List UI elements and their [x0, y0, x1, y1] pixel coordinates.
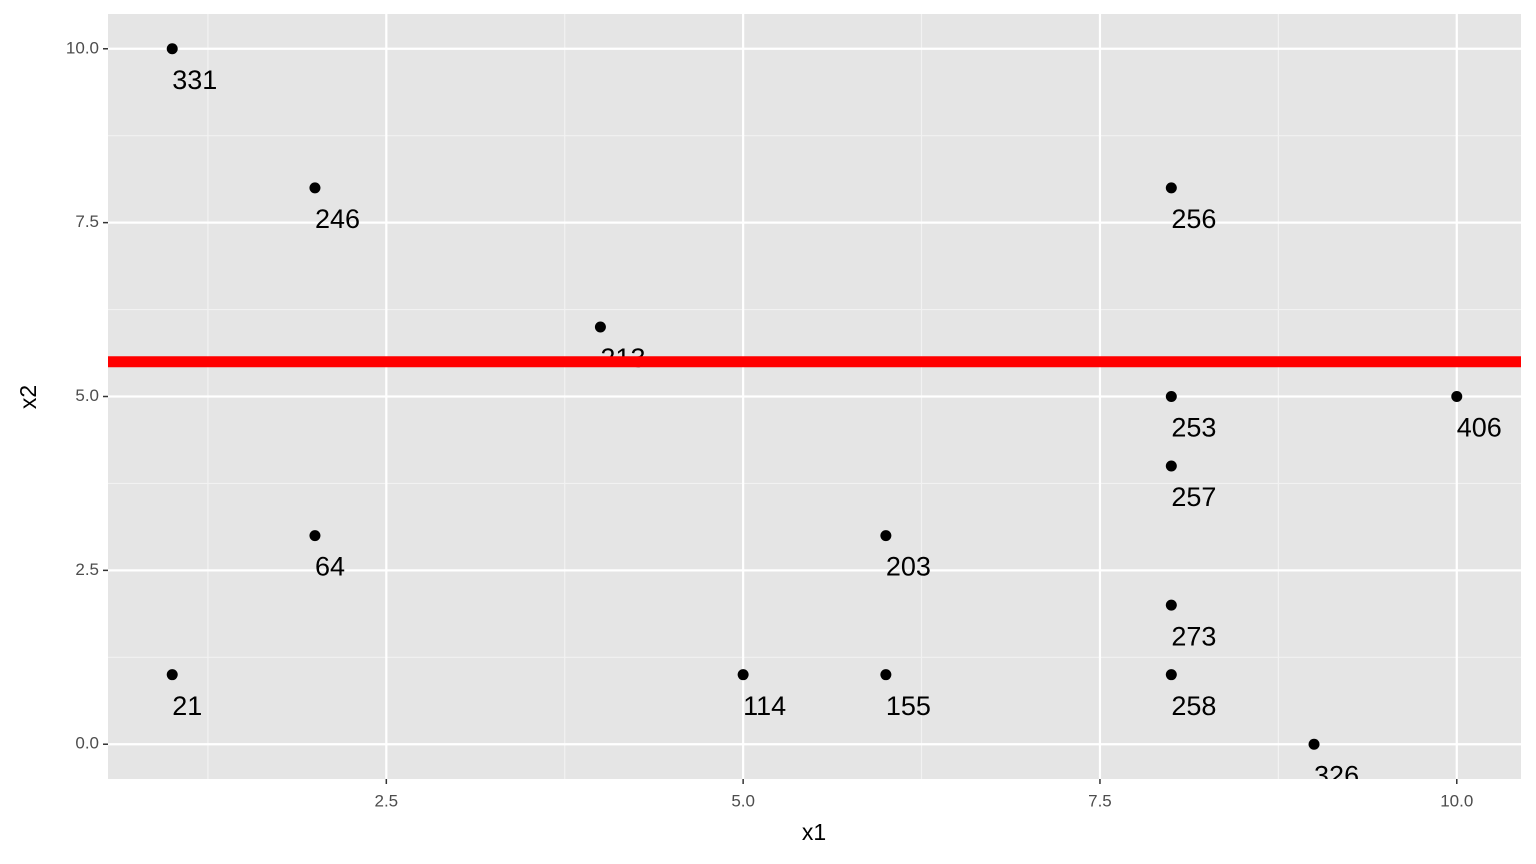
x-tick-label: 10.0	[1440, 791, 1473, 810]
point-label: 246	[315, 204, 360, 234]
plot-area: 3312462562132534062576420327321114155258…	[108, 43, 1521, 790]
point	[166, 43, 178, 55]
point-label: 155	[886, 691, 931, 721]
point-label: 64	[315, 552, 345, 582]
point	[1451, 391, 1463, 402]
point-label: 406	[1457, 413, 1502, 443]
point	[880, 530, 892, 542]
point	[309, 530, 321, 542]
point	[309, 182, 321, 194]
point	[1165, 460, 1177, 472]
point	[1165, 391, 1177, 402]
x-tick-label: 5.0	[731, 791, 755, 810]
point	[1165, 182, 1177, 194]
x-axis-title: x1	[802, 819, 826, 845]
y-axis-title: x2	[15, 385, 41, 409]
point	[594, 321, 606, 333]
point	[737, 669, 749, 681]
point-label: 331	[172, 65, 217, 95]
point-label: 114	[743, 691, 786, 721]
y-tick-label: 0.0	[75, 734, 99, 753]
point-label: 253	[1171, 413, 1216, 443]
point-label: 203	[886, 552, 931, 582]
point	[880, 669, 892, 681]
x-tick-label: 7.5	[1088, 791, 1112, 810]
point	[1308, 738, 1320, 750]
grid	[108, 14, 1521, 779]
point	[166, 669, 178, 681]
x-tick-label: 2.5	[374, 791, 398, 810]
y-tick-label: 5.0	[75, 386, 99, 405]
point	[1165, 599, 1177, 611]
point-label: 258	[1171, 691, 1216, 721]
point-label: 256	[1171, 204, 1216, 234]
point-label: 273	[1171, 621, 1216, 651]
point-label: 326	[1314, 760, 1359, 790]
point-label: 257	[1171, 482, 1216, 512]
point-label: 21	[172, 691, 202, 721]
point	[1165, 669, 1177, 681]
y-tick-label: 2.5	[75, 560, 99, 579]
y-tick-label: 10.0	[66, 38, 99, 57]
y-tick-label: 7.5	[75, 212, 99, 231]
